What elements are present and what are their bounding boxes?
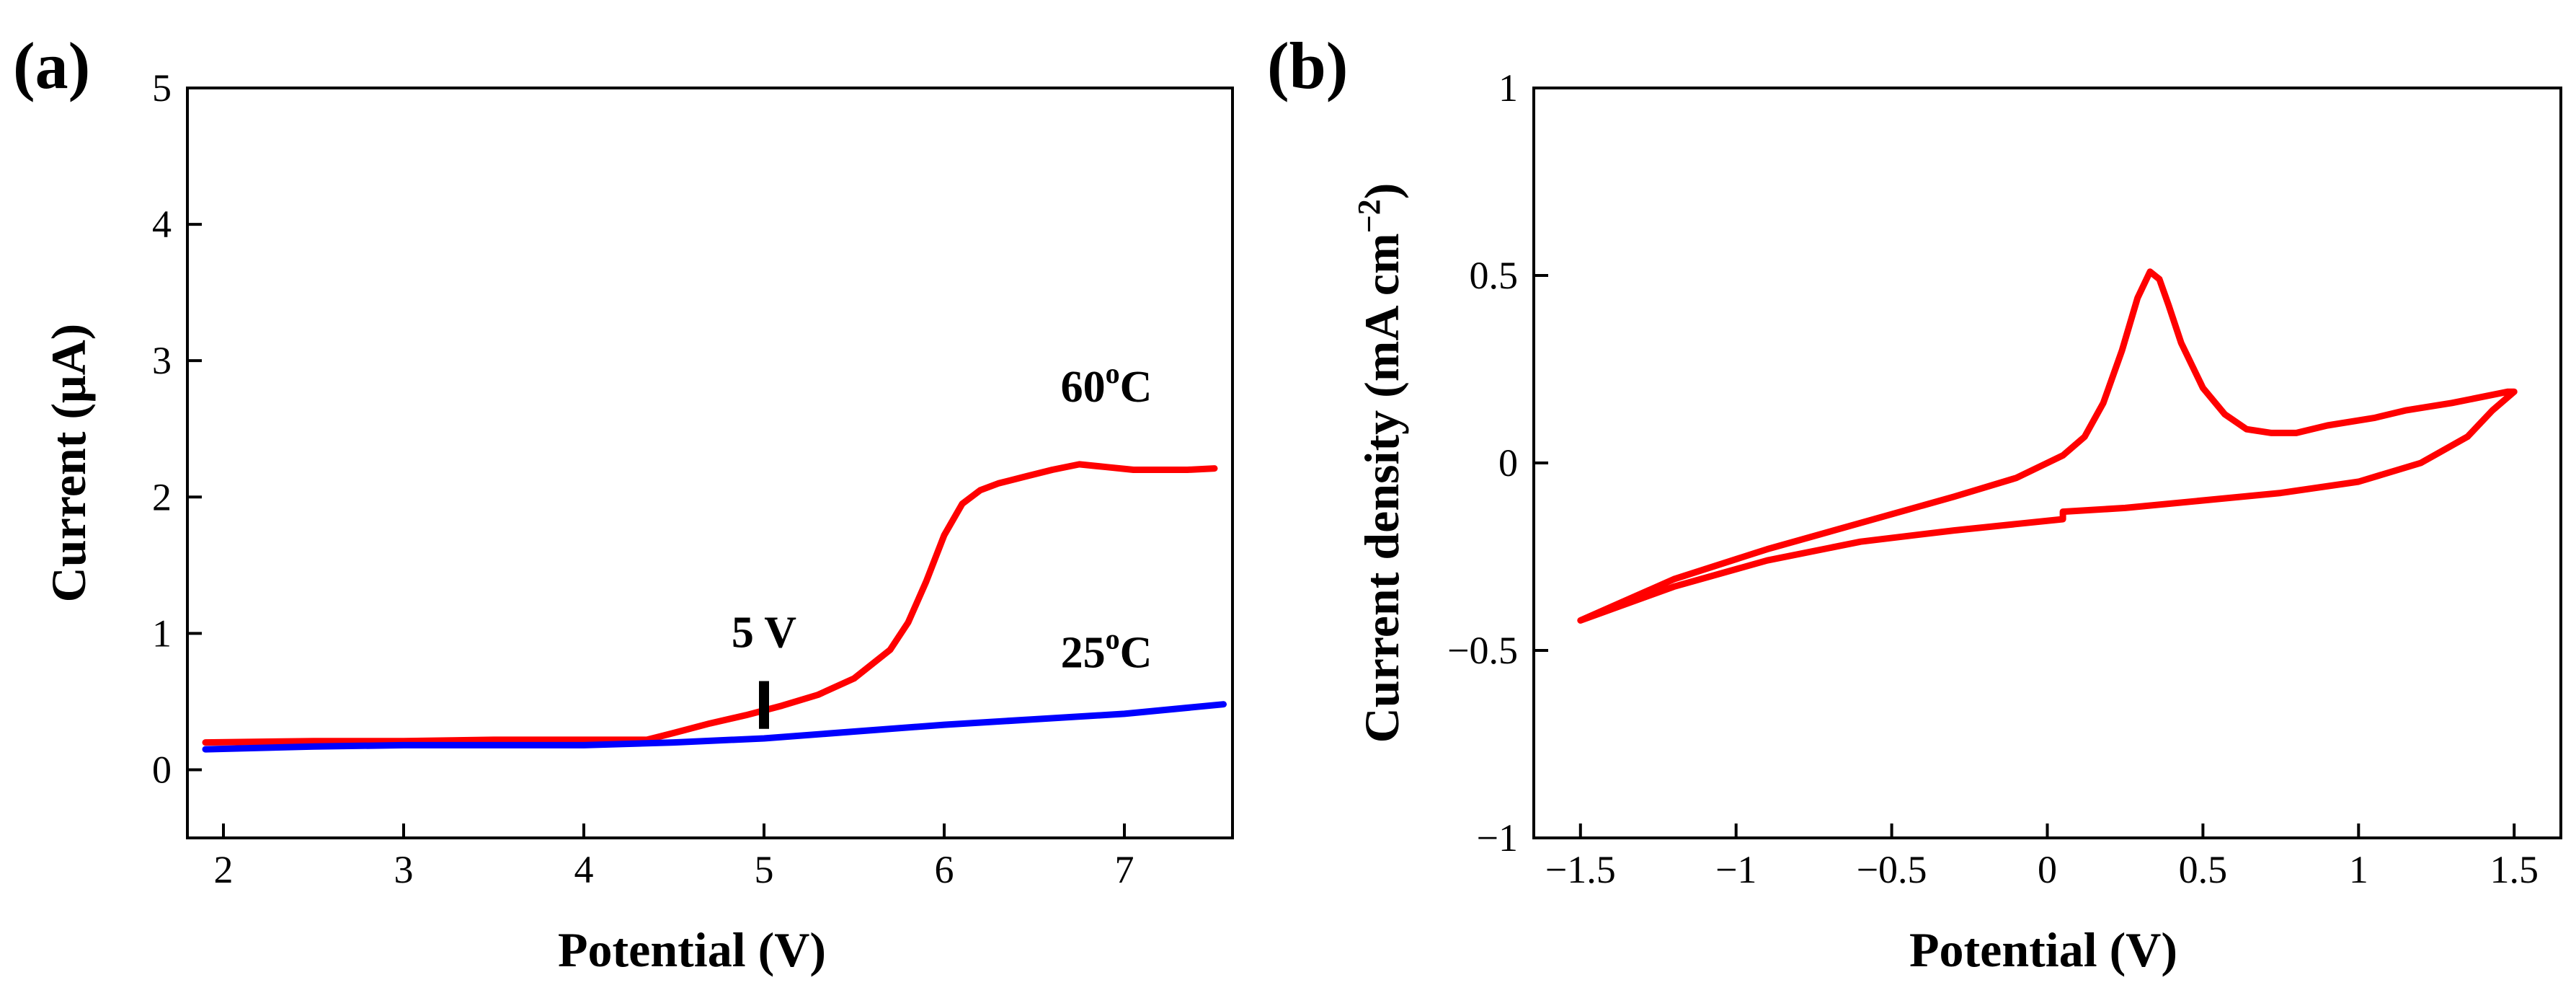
panel-a-xtick-label: 4 <box>574 848 594 891</box>
panel-b-ticks: −1.5 −1 −0.5 0 0.5 1 1.5 −1 −0.5 0 0.5 1 <box>1447 66 2539 891</box>
panel-b-ylabel-end: ) <box>1354 183 1409 200</box>
panel-b-xtick-label: 1.5 <box>2490 848 2539 891</box>
panel-b-ylabel-main: Current density (mA cm <box>1354 233 1409 743</box>
panel-a-series-line-0 <box>202 461 1218 746</box>
panel-b-ytick-label: 0.5 <box>1470 254 1519 297</box>
panel-b-xtick-label: −1.5 <box>1545 848 1616 891</box>
panel-b-series-line-0 <box>1577 268 2518 624</box>
panel-b-xlabel: Potential (V) <box>1909 922 2177 977</box>
panel-b-ylabel: Current density (mA cm−2) <box>1351 183 1409 743</box>
panel-b-ytick-label: 0 <box>1498 441 1518 485</box>
panel-b-xtick-label: −1 <box>1715 848 1756 891</box>
panel-a-xtick-label: 6 <box>935 848 954 891</box>
panel-a-annotations: 5 V 60oC 25oC <box>732 357 1152 729</box>
panel-a-ytick-label: 4 <box>152 203 172 246</box>
panel-a-xtick-label: 3 <box>394 848 414 891</box>
panel-a-ytick-label: 1 <box>152 611 172 655</box>
panel-b-label: (b) <box>1267 29 1348 102</box>
panel-b-ytick-label: 1 <box>1498 66 1518 110</box>
panel-b: (b) Potential (V) Current density (mA cm… <box>1267 29 2562 977</box>
panel-b-xtick-label: 0 <box>2038 848 2057 891</box>
panel-a-ytick-label: 0 <box>152 748 172 791</box>
panel-a-xtick-label: 2 <box>214 848 234 891</box>
panel-a-ylabel: Current (μA) <box>41 324 96 603</box>
annotation-0: 5 V <box>732 608 796 657</box>
panel-a-xlabel: Potential (V) <box>558 922 826 977</box>
panel-b-xtick-label: −0.5 <box>1857 848 1927 891</box>
panel-b-xtick-label: 0.5 <box>2179 848 2228 891</box>
panel-a-xtick-label: 5 <box>755 848 774 891</box>
panel-b-xtick-label: 1 <box>2349 848 2368 891</box>
panel-a-label: (a) <box>13 29 90 102</box>
panel-a-series <box>202 461 1227 753</box>
panel-b-series <box>1577 268 2518 624</box>
panel-b-ylabel-sup: −2 <box>1351 199 1387 233</box>
panel-a-ytick-label: 2 <box>152 475 172 518</box>
panel-a-series-line-1 <box>202 701 1227 753</box>
panel-a-ytick-label: 3 <box>152 339 172 382</box>
panel-a-frame <box>186 87 1234 839</box>
annotation-2: 25oC <box>1061 623 1152 678</box>
panel-a-ticks: 2 3 4 5 6 7 0 1 2 3 4 5 <box>152 66 1134 891</box>
panel-b-ytick-label: −0.5 <box>1447 629 1518 672</box>
annotation-1: 60oC <box>1061 357 1152 412</box>
panel-a: (a) Potential (V) Current (μA) 2 3 4 5 6 7012… <box>13 29 1234 977</box>
panel-a-xtick-label: 7 <box>1115 848 1134 891</box>
panel-a-ytick-label: 5 <box>152 66 172 110</box>
panel-b-ytick-label: −1 <box>1477 816 1518 860</box>
